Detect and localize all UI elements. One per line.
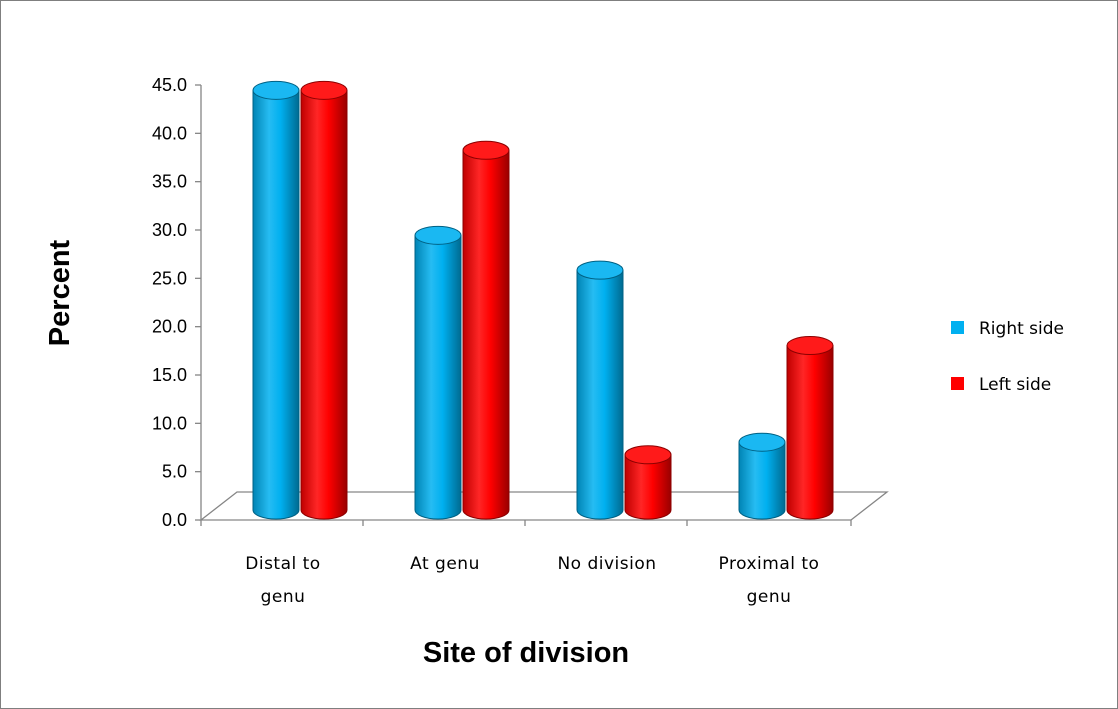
x-tick-label: No division (557, 554, 656, 574)
y-tick-label: 35.0 (152, 172, 187, 192)
y-tick-label: 0.0 (162, 510, 187, 530)
bar-right-side (576, 260, 624, 520)
x-tick-label: genu (261, 587, 306, 607)
chart-floor (199, 491, 889, 521)
legend-swatch (951, 321, 964, 334)
bar-left-side (624, 445, 672, 520)
x-tick-label: Proximal to (719, 554, 820, 574)
legend-label: Left side (979, 375, 1051, 395)
y-tick-label: 20.0 (152, 317, 187, 337)
x-tick-label: genu (747, 587, 792, 607)
legend-swatch (951, 377, 964, 390)
y-tick-label: 25.0 (152, 268, 187, 288)
x-tick-label: Distal to (245, 554, 320, 574)
bar-right-side (414, 225, 462, 520)
y-axis-title: Percent (44, 239, 76, 346)
bar-left-side (462, 140, 510, 520)
x-axis-title: Site of division (423, 637, 629, 669)
y-tick-label: 15.0 (152, 365, 187, 385)
bar-right-side (738, 432, 786, 520)
y-tick-label: 10.0 (152, 413, 187, 433)
y-tick-label: 5.0 (162, 462, 187, 482)
bar-right-side (252, 80, 300, 520)
legend: Right side Left side (951, 319, 1064, 395)
bar-left-side (786, 336, 834, 520)
x-tick-label: At genu (410, 554, 480, 574)
y-tick-label: 45.0 (152, 75, 187, 95)
y-tick-label: 30.0 (152, 220, 187, 240)
legend-label: Right side (979, 319, 1064, 339)
bar-left-side (300, 80, 348, 520)
y-tick-label: 40.0 (152, 123, 187, 143)
